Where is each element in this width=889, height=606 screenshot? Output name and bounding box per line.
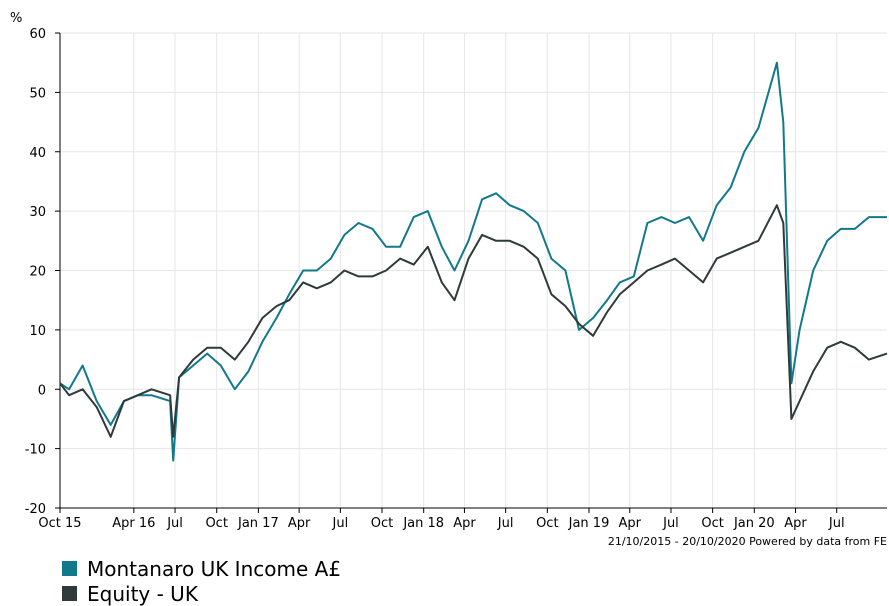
- x-tick-label: Apr: [453, 516, 476, 531]
- legend-item-montanaro: Montanaro UK Income A£: [62, 556, 341, 581]
- x-tick-label: Oct: [701, 516, 723, 531]
- legend-label-montanaro: Montanaro UK Income A£: [87, 556, 342, 581]
- x-tick-label: Oct: [205, 516, 227, 531]
- x-tick-label: Jan 17: [237, 516, 279, 531]
- series-lines: [59, 61, 888, 462]
- y-tick-label: 30: [29, 205, 46, 220]
- axes: [59, 33, 887, 509]
- y-tick-label: -10: [25, 443, 46, 458]
- x-tick-label: Jul: [497, 516, 514, 531]
- x-tick-label: Jul: [828, 516, 845, 531]
- x-tick-label: Jul: [662, 516, 679, 531]
- x-tick-label: Apr: [784, 516, 807, 531]
- legend-label-equity-uk: Equity - UK: [87, 581, 198, 606]
- x-tick-label: Jul: [166, 516, 183, 531]
- y-tick-label: 0: [38, 383, 46, 398]
- x-tick-label: Oct: [536, 516, 558, 531]
- x-tick-label: Jan 20: [733, 516, 775, 531]
- x-tick-label: Jan 19: [568, 516, 610, 531]
- y-tick-label: 20: [29, 265, 46, 280]
- series-line-equity-uk: [59, 204, 888, 438]
- x-tick-label: Oct: [371, 516, 393, 531]
- line-chart: 60 50 40 30 20 10 0 -10 -20 Oct 15 Apr 16 Jul Oct Ja…: [10, 11, 888, 548]
- y-tick-label: 40: [29, 146, 46, 161]
- legend-item-equity-uk: Equity - UK: [62, 581, 341, 606]
- series-line-montanaro: [59, 61, 887, 462]
- y-unit-label: %: [10, 11, 22, 26]
- x-tick-labels: Oct 15 Apr 16 Jul Oct Jan 17 Apr Jul Oct Jan 18 A…: [38, 516, 844, 531]
- y-tick-label: 10: [29, 324, 46, 339]
- legend-swatch-equity-uk: [62, 586, 77, 601]
- chart-footnote: 21/10/2015 - 20/10/2020 Powered by data …: [608, 535, 887, 548]
- x-tick-label: Apr: [288, 516, 311, 531]
- x-tick-label: Apr: [619, 516, 642, 531]
- x-tick-label: Jan 18: [402, 516, 444, 531]
- y-tick-label: -20: [25, 502, 46, 517]
- x-tick-label: Jul: [332, 516, 349, 531]
- y-tick-labels: 60 50 40 30 20 10 0 -10 -20: [25, 27, 46, 517]
- chart-legend: Montanaro UK Income A£ Equity - UK: [62, 556, 341, 606]
- x-tick-label: Apr 16: [112, 516, 155, 531]
- y-tick-label: 50: [29, 86, 46, 101]
- x-tick-label: Oct 15: [38, 516, 81, 531]
- grid-lines: [55, 32, 887, 513]
- y-tick-label: 60: [29, 27, 46, 42]
- legend-swatch-montanaro: [62, 561, 77, 576]
